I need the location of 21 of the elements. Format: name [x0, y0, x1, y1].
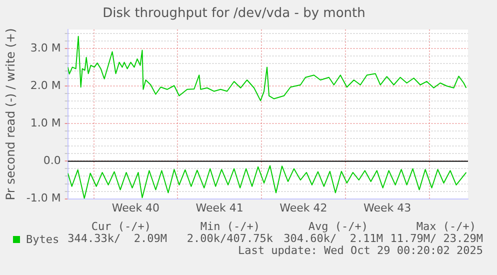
- y-tick-label: 1.0 M: [30, 116, 61, 130]
- text: 11.79M/ 23.29M: [390, 232, 483, 245]
- y-tick-label: 3.0 M: [30, 41, 61, 54]
- x-tick-label: Week 40: [112, 201, 160, 214]
- text: Max (-/+): [416, 220, 476, 233]
- y-axis-title: Pr second read (-) / write (+): [3, 28, 18, 200]
- text: Avg (-/+): [308, 220, 368, 233]
- y-tick-label: -1.0 M: [26, 192, 61, 205]
- text: 344.33k/ 2.09M: [68, 232, 167, 245]
- chart-title: Disk throughput for /dev/vda - by month: [102, 6, 366, 22]
- y-tick-label: 2.0 M: [30, 78, 61, 92]
- y-tick-label: 0.0: [43, 154, 61, 168]
- x-tick-label: Week 43: [364, 201, 412, 214]
- text: Min (-/+): [200, 220, 260, 233]
- text: 304.60k/ 2.11M: [284, 232, 383, 245]
- legend-label: Bytes: [26, 232, 60, 246]
- text: Cur (-/+): [91, 220, 151, 233]
- x-tick-label: Week 42: [280, 201, 328, 214]
- text: 2.00k/407.75k: [186, 232, 273, 245]
- x-tick-label: Week 41: [196, 201, 244, 214]
- text: Last update: Wed Oct 29 00:20:02 2025: [238, 244, 483, 257]
